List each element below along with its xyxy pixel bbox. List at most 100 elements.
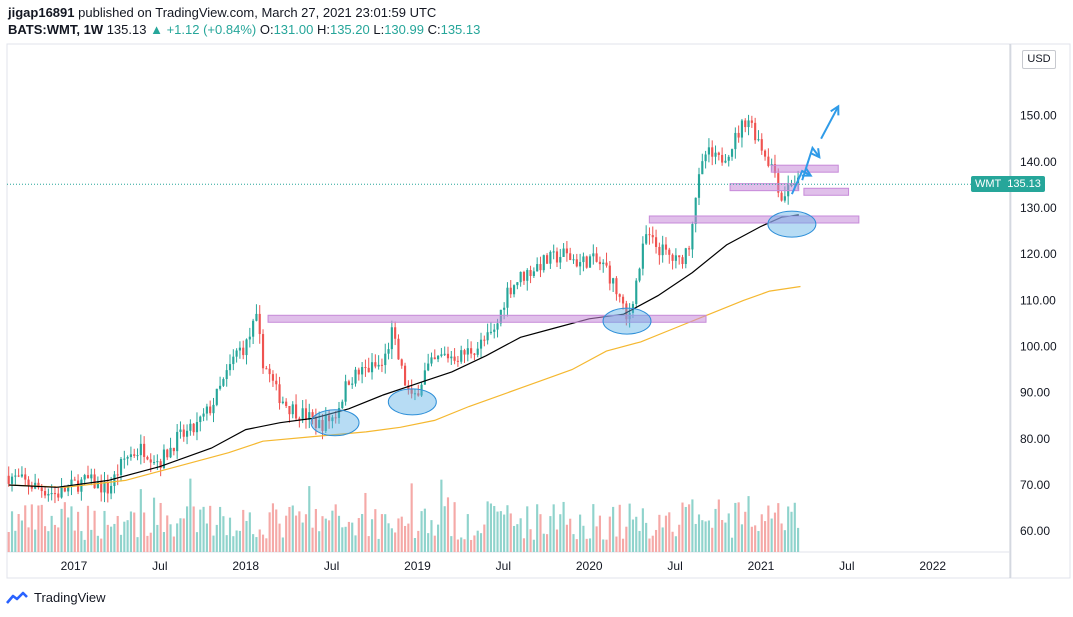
volume-bar <box>57 527 60 552</box>
volume-bar <box>374 509 377 552</box>
volume-bar <box>387 523 390 552</box>
candle-body <box>294 404 298 419</box>
symbol-header: BATS:WMT, 1W 135.13 ▲ +1.12 (+0.84%) O:1… <box>8 22 480 37</box>
volume-bar <box>678 524 681 552</box>
volume-bar <box>304 514 308 552</box>
candle-body <box>509 287 512 295</box>
volume-bar <box>271 503 275 552</box>
candle-body <box>717 152 720 155</box>
candle-body <box>285 401 288 406</box>
candle-body <box>565 248 568 254</box>
volume-bar <box>126 520 129 552</box>
published-info: published on TradingView.com, March 27, … <box>78 5 437 20</box>
candle-body <box>341 401 344 409</box>
candle-body <box>50 493 53 495</box>
volume-bar <box>569 518 572 552</box>
high-value: 135.20 <box>329 22 370 37</box>
candle-body <box>291 404 294 415</box>
y-tick-label: 90.00 <box>1020 386 1050 400</box>
candle-body <box>661 244 664 256</box>
candle-body <box>252 320 255 337</box>
candle-body <box>63 486 66 492</box>
candle-body <box>169 447 172 458</box>
candle-body <box>542 255 545 271</box>
y-tick-label: 130.00 <box>1020 201 1057 215</box>
volume-bar <box>711 527 714 552</box>
volume-bar <box>615 536 618 552</box>
candle-body <box>747 120 750 128</box>
candle-body <box>506 287 509 308</box>
volume-bar <box>651 535 654 552</box>
candle-body <box>182 429 185 437</box>
volume-bar <box>235 530 238 552</box>
candle-body <box>308 412 311 420</box>
volume-bar <box>648 538 651 552</box>
candle-body <box>621 296 625 304</box>
volume-bar <box>546 534 549 552</box>
volume-bar <box>337 515 341 552</box>
volume-bar <box>172 536 175 552</box>
volume-bar <box>248 512 251 552</box>
volume-bar <box>367 536 370 552</box>
candle-body <box>440 354 443 356</box>
volume-bar <box>532 539 535 552</box>
candle-body <box>701 161 704 175</box>
author-name[interactable]: jigap16891 <box>8 5 75 20</box>
candle-body <box>460 350 463 362</box>
volume-bar <box>47 531 50 552</box>
price-tag-value: 135.13 <box>1007 178 1041 191</box>
candle-body <box>645 234 648 244</box>
footer-brand-label: TradingView <box>34 590 106 605</box>
currency-button[interactable]: USD <box>1022 50 1056 69</box>
candle-body <box>433 357 436 360</box>
volume-bar <box>357 518 360 552</box>
candle-body <box>473 353 476 355</box>
candle-body <box>103 482 106 493</box>
volume-bar <box>479 533 483 552</box>
volume-bar <box>628 503 631 552</box>
volume-bar <box>420 511 423 552</box>
volume-bar <box>483 524 486 552</box>
candle-body <box>750 120 753 123</box>
volume-bar <box>470 539 473 552</box>
candle-body <box>136 455 139 457</box>
volume-bar <box>390 528 393 552</box>
candle-body <box>605 262 608 266</box>
candle-body <box>357 369 360 375</box>
candle-body <box>664 244 668 250</box>
candle-body <box>549 251 552 264</box>
volume-bar <box>704 521 707 552</box>
candle-body <box>354 369 357 384</box>
volume-bar <box>714 508 717 552</box>
candle-body <box>711 147 714 157</box>
volume-bar <box>182 518 185 552</box>
volume-bar <box>110 526 113 552</box>
volume-bar <box>156 524 159 552</box>
candle-body <box>40 487 43 492</box>
candle-body <box>370 362 374 373</box>
price-axis-frame <box>1010 43 1071 579</box>
volume-bar <box>384 514 387 552</box>
footer-branding[interactable]: TradingView <box>6 590 106 605</box>
volume-bar <box>202 506 205 552</box>
x-tick-label: Jul <box>839 559 854 573</box>
candle-body <box>374 362 377 367</box>
volume-bar <box>268 512 271 552</box>
candle-body <box>654 237 658 247</box>
volume-bar <box>50 515 53 552</box>
projection-arrowhead <box>810 148 821 159</box>
candle-body <box>86 475 90 479</box>
candle-body <box>232 356 235 365</box>
candle-body <box>496 323 499 330</box>
volume-bar <box>539 514 542 552</box>
volume-bar <box>119 534 123 552</box>
candle-body <box>361 367 364 375</box>
volume-bar <box>641 508 644 552</box>
volume-bar <box>80 531 83 552</box>
candle-body <box>777 173 780 193</box>
candle-body <box>7 475 10 484</box>
x-tick-label: 2022 <box>919 559 946 573</box>
candle-body <box>479 339 483 349</box>
volume-bar <box>370 519 374 552</box>
